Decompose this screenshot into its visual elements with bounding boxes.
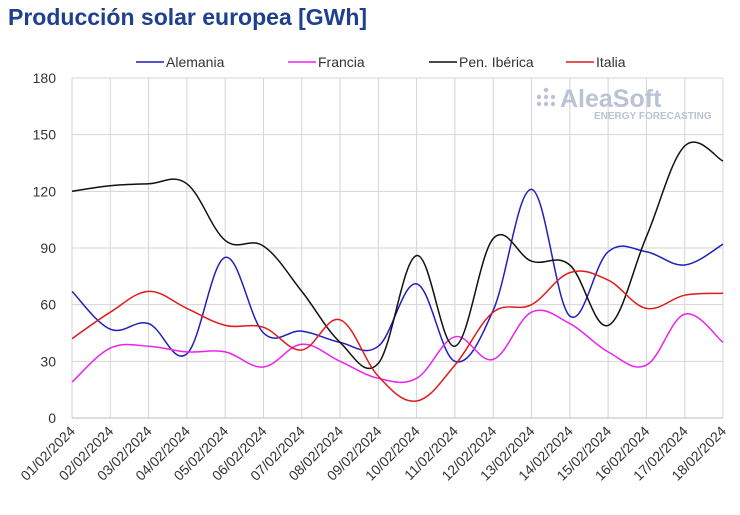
y-axis-ticks: 0 30 60 90 120 150 180	[33, 70, 57, 426]
grid	[71, 77, 724, 419]
logo-dot	[543, 87, 549, 93]
logo-dot	[536, 94, 542, 100]
y-tick-label: 150	[33, 127, 57, 143]
series-line-pen-ib-rica	[71, 141, 724, 370]
y-tick-label: 90	[40, 240, 56, 256]
logo-dot	[543, 94, 549, 100]
series-lines	[71, 141, 724, 402]
legend: Alemania Francia Pen. Ibérica Italia	[136, 54, 626, 70]
series-line-francia	[71, 309, 724, 384]
logo-dots-icon	[536, 87, 556, 107]
logo-tagline: ENERGY FORECASTING	[594, 111, 712, 122]
legend-label-italia: Italia	[596, 54, 626, 70]
y-tick-label: 120	[33, 183, 57, 199]
y-tick-label: 0	[48, 410, 56, 426]
legend-label-alemania: Alemania	[166, 54, 225, 70]
series-line-italia	[71, 270, 724, 402]
y-tick-label: 180	[33, 70, 57, 86]
x-axis-ticks: 01/02/202402/02/202403/02/202404/02/2024…	[17, 423, 729, 484]
chart-title: Producción solar europea [GWh]	[8, 4, 368, 30]
legend-label-francia: Francia	[318, 54, 365, 70]
aleasoft-logo: AleaSoft ENERGY FORECASTING	[536, 85, 712, 122]
logo-name: AleaSoft	[560, 85, 662, 113]
logo-dot	[550, 94, 556, 100]
legend-label-pen-ib-rica: Pen. Ibérica	[459, 54, 534, 70]
logo-dot	[550, 101, 556, 107]
logo-dot	[543, 101, 549, 107]
y-tick-label: 30	[40, 353, 56, 369]
series-line-alemania	[71, 188, 724, 363]
y-tick-label: 60	[40, 297, 56, 313]
logo-dot	[536, 101, 542, 107]
